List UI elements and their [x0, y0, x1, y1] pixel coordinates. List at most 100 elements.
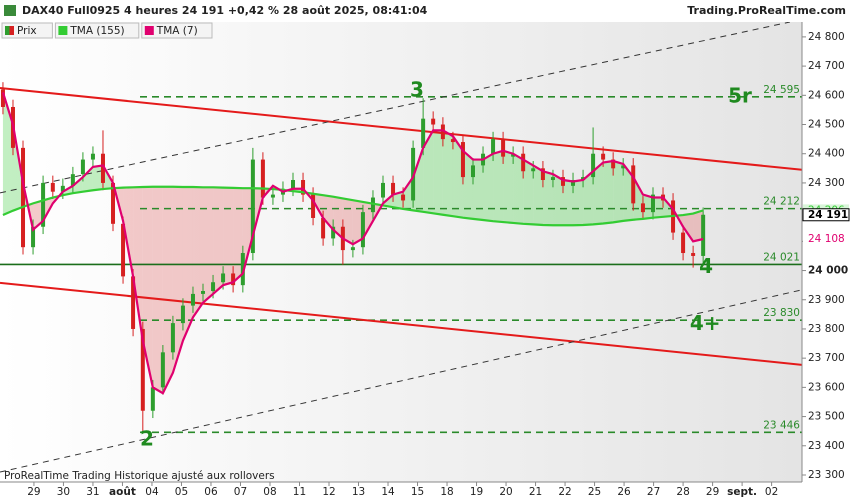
x-tick-label: 12 — [322, 486, 335, 498]
area-fill — [242, 188, 253, 274]
candle-body — [60, 185, 65, 192]
area-fill — [403, 177, 414, 211]
source: Trading.ProRealTime.com — [687, 4, 846, 17]
legend-swatch — [9, 26, 14, 35]
y-tick-label: 24 300 — [808, 177, 845, 189]
candle-body — [31, 226, 36, 248]
area-fill — [552, 174, 563, 226]
candle-body — [650, 194, 655, 213]
candle-body — [190, 293, 195, 306]
candle-body — [70, 174, 75, 186]
area-fill — [123, 187, 134, 277]
x-tick-label: sept. — [727, 486, 757, 498]
area-fill — [452, 136, 463, 218]
candle-body — [150, 387, 155, 411]
area-fill — [503, 150, 514, 223]
x-tick-label: 31 — [86, 486, 99, 498]
candle-body — [621, 165, 626, 169]
candle-body — [450, 139, 455, 143]
price-tag — [802, 208, 850, 222]
legend-box — [141, 22, 213, 39]
x-tick-label: 15 — [411, 486, 424, 498]
candle-body — [350, 247, 355, 251]
logo-icon — [4, 5, 16, 16]
candle-body — [211, 282, 216, 291]
x-tick-label: 29 — [706, 486, 719, 498]
x-tick-label: 14 — [381, 486, 395, 498]
legend-label: TMA (7) — [156, 25, 198, 37]
level-label: 23 830 — [763, 307, 800, 319]
candle-body — [431, 118, 436, 125]
candle-body — [140, 328, 145, 411]
annotation: 5r — [728, 83, 752, 107]
y-tick-label: 24 500 — [808, 119, 845, 131]
candle-body — [401, 194, 406, 201]
legend: Prix TMA (155) TMA (7) — [1, 22, 213, 39]
x-tick-label: 29 — [27, 486, 40, 498]
candle-body — [331, 226, 336, 239]
candle-body — [221, 273, 226, 283]
y-tick-label: 23 900 — [808, 294, 845, 306]
annotation: 4 — [699, 254, 713, 278]
trend-line — [0, 289, 802, 473]
candle-body — [121, 223, 126, 277]
candle-body — [41, 182, 46, 227]
area-fill — [172, 186, 183, 373]
y-tick-label: 24 000 — [808, 265, 848, 277]
candle-body — [550, 177, 555, 181]
area-fill — [333, 196, 343, 239]
candle-body — [370, 197, 375, 213]
area-fill — [442, 130, 453, 217]
candle-body — [201, 290, 206, 294]
area-fill — [562, 180, 574, 226]
candle-body — [90, 153, 95, 160]
candle-body — [421, 118, 426, 148]
candle-body — [301, 180, 306, 195]
candle-body — [521, 153, 526, 172]
annotation: 3 — [410, 77, 424, 101]
candle-body — [640, 203, 645, 213]
candle-body — [701, 214, 706, 256]
candle-body — [311, 194, 316, 218]
x-tick-label: 20 — [499, 486, 512, 498]
level-label: 23 446 — [763, 419, 800, 431]
area-fill — [433, 130, 443, 215]
annotation: 4+ — [690, 311, 721, 335]
area-fill — [483, 153, 494, 222]
area-fill — [583, 171, 594, 225]
candle-body — [440, 124, 445, 140]
x-tick-label: août — [109, 486, 136, 498]
candle-body — [531, 168, 536, 172]
candle-body — [491, 139, 496, 154]
area-fill — [642, 194, 653, 219]
x-tick-label: 06 — [204, 486, 218, 498]
ma-line — [2, 185, 704, 227]
x-tick-label: 04 — [145, 486, 159, 498]
x-tick-label: 11 — [293, 486, 306, 498]
area-fill — [362, 201, 373, 239]
y-tick-label: 23 300 — [808, 469, 845, 481]
candle-body — [470, 165, 475, 178]
x-tick-label: 08 — [263, 486, 276, 498]
candle-body — [381, 182, 386, 198]
area-fill — [233, 187, 243, 283]
candle-body — [50, 182, 55, 192]
annotation: 2 — [140, 426, 154, 450]
candle-body — [601, 153, 606, 160]
level-label: 24 021 — [763, 251, 800, 263]
legend-box — [1, 22, 53, 39]
candle-body — [170, 323, 175, 353]
y-tick-label: 23 700 — [808, 352, 845, 364]
y-tick-label: 24 700 — [808, 60, 845, 72]
candle-body — [691, 253, 696, 256]
x-tick-label: 05 — [175, 486, 188, 498]
candle-body — [631, 165, 636, 204]
area-fill — [472, 159, 484, 221]
area-fill — [393, 191, 404, 209]
level-label: 24 595 — [763, 84, 800, 96]
candle-body — [111, 182, 116, 224]
area-fill — [152, 186, 163, 394]
candle-body — [80, 159, 85, 175]
x-tick-label: 02 — [765, 486, 778, 498]
chart-title: DAX40 Full0925 4 heures 24 191 +0,42 % 2… — [22, 4, 428, 17]
